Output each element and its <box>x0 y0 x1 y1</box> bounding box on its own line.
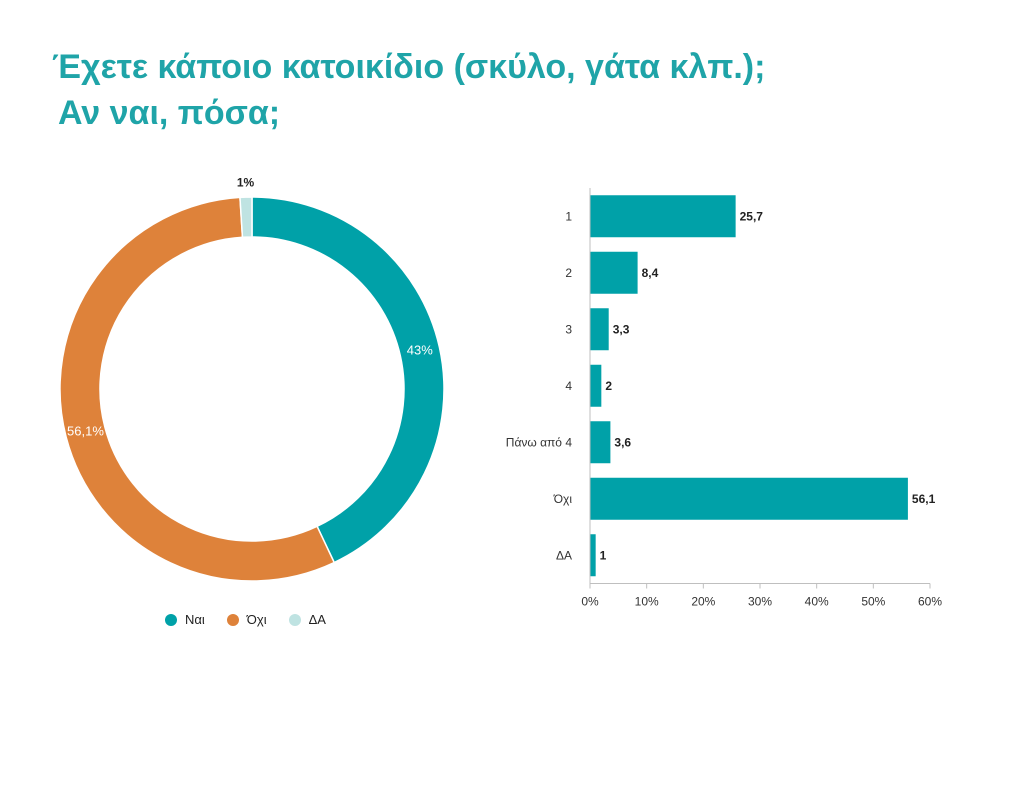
donut-slice-no <box>59 196 336 582</box>
bar-4 <box>590 421 611 464</box>
category-label-5: Όχι <box>553 492 573 506</box>
legend-item-yes: Ναι <box>165 612 205 627</box>
legend-swatch-dk <box>288 613 301 626</box>
bar-value-label-1: 8,4 <box>642 266 659 280</box>
legend-label-dk: ΔΑ <box>308 612 326 627</box>
bar-6 <box>590 534 596 577</box>
donut-slice-dk <box>239 196 253 239</box>
bar-chart: 25,7 1 8,4 2 3,3 3 2 4 3,6 Πάνω από 4 56,1 Όχι 1 ΔΑ 0%… <box>506 188 942 609</box>
bar-0 <box>590 195 736 238</box>
title-line-1: Έχετε κάποιο κατοικίδιο (σκύλο, γάτα κλπ… <box>52 48 766 86</box>
legend-swatch-no <box>226 613 239 626</box>
legend-label-yes: Ναι <box>185 612 205 627</box>
legend-item-no: Όχι <box>226 612 267 627</box>
x-tick-label-0: 0% <box>581 595 599 609</box>
bar-value-label-5: 56,1 <box>912 492 936 506</box>
donut-slice-yes <box>251 196 445 564</box>
bar-value-label-4: 3,6 <box>614 435 631 449</box>
legend-item-dk: ΔΑ <box>288 612 326 627</box>
x-tick-label-5: 50% <box>861 595 885 609</box>
donut-chart: 43% 56,1% 1% <box>59 175 445 582</box>
donut-label-yes: 43% <box>407 343 433 358</box>
legend-swatch-yes <box>165 613 177 626</box>
bar-3 <box>590 364 602 407</box>
x-tick-label-4: 40% <box>805 595 829 609</box>
category-label-3: 4 <box>565 379 572 393</box>
bar-value-label-0: 25,7 <box>740 209 764 223</box>
x-tick-label-3: 30% <box>748 595 772 609</box>
bar-value-label-3: 2 <box>605 379 612 393</box>
donut-label-dk: 1% <box>237 175 255 189</box>
legend-label-no: Όχι <box>246 612 267 627</box>
bar-2 <box>590 308 609 351</box>
bar-5 <box>590 477 908 520</box>
page-title: Έχετε κάποιο κατοικίδιο (σκύλο, γάτα κλπ… <box>52 44 765 136</box>
bar-value-label-2: 3,3 <box>613 322 630 336</box>
category-label-0: 1 <box>565 209 572 223</box>
x-tick-label-2: 20% <box>691 595 715 609</box>
bar-value-label-6: 1 <box>600 548 607 562</box>
bar-1 <box>590 251 638 294</box>
donut-label-no: 56,1% <box>67 423 104 438</box>
category-label-2: 3 <box>565 322 572 336</box>
x-tick-label-1: 10% <box>635 595 659 609</box>
category-label-4: Πάνω από 4 <box>506 435 573 449</box>
donut-legend: Ναι Όχι ΔΑ <box>165 612 326 627</box>
category-label-6: ΔΑ <box>556 548 572 562</box>
category-label-1: 2 <box>565 266 572 280</box>
title-line-2: Αν ναι, πόσα; <box>58 94 281 132</box>
x-tick-label-6: 60% <box>918 595 942 609</box>
